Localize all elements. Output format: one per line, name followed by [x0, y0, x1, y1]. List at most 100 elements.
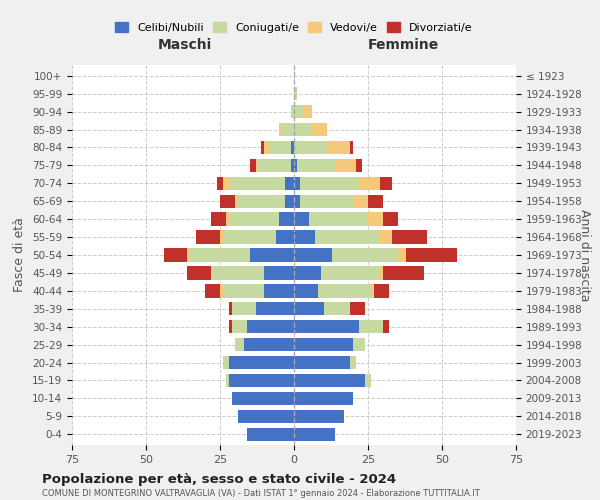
Bar — [406, 248, 457, 262]
Bar — [285, 176, 294, 190]
Bar — [315, 230, 380, 244]
Bar — [282, 123, 294, 136]
Bar — [294, 212, 309, 226]
Bar — [220, 230, 223, 244]
Bar — [350, 356, 356, 370]
Bar — [229, 302, 232, 316]
Bar — [247, 428, 294, 441]
Bar — [294, 230, 315, 244]
Bar — [265, 284, 294, 298]
Bar — [398, 248, 406, 262]
Bar — [279, 212, 294, 226]
Bar — [226, 212, 229, 226]
Bar — [250, 158, 256, 172]
Bar — [229, 356, 294, 370]
Bar — [256, 302, 294, 316]
Bar — [265, 140, 271, 154]
Text: Femmine: Femmine — [368, 38, 439, 52]
Bar — [353, 194, 368, 208]
Bar — [262, 140, 265, 154]
Bar — [226, 374, 229, 387]
Bar — [285, 194, 294, 208]
Bar — [323, 302, 350, 316]
Bar — [317, 284, 371, 298]
Bar — [211, 266, 265, 280]
Bar — [244, 338, 294, 351]
Bar — [371, 284, 374, 298]
Bar — [383, 266, 424, 280]
Bar — [380, 230, 392, 244]
Bar — [190, 248, 250, 262]
Bar — [291, 158, 294, 172]
Bar — [229, 374, 294, 387]
Legend: Celibi/Nubili, Coniugati/e, Vedovi/e, Divorziati/e: Celibi/Nubili, Coniugati/e, Vedovi/e, Di… — [111, 18, 477, 37]
Bar — [350, 140, 353, 154]
Bar — [359, 320, 383, 334]
Bar — [332, 248, 398, 262]
Bar — [294, 140, 326, 154]
Bar — [294, 392, 353, 405]
Text: Maschi: Maschi — [157, 38, 212, 52]
Bar — [380, 176, 392, 190]
Bar — [187, 266, 211, 280]
Bar — [238, 410, 294, 423]
Bar — [312, 123, 326, 136]
Bar — [350, 302, 365, 316]
Bar — [368, 212, 383, 226]
Bar — [259, 158, 291, 172]
Bar — [294, 338, 353, 351]
Bar — [196, 230, 220, 244]
Y-axis label: Fasce di età: Fasce di età — [13, 218, 26, 292]
Bar — [320, 266, 380, 280]
Bar — [235, 338, 244, 351]
Bar — [294, 428, 335, 441]
Bar — [232, 302, 256, 316]
Bar — [383, 320, 389, 334]
Bar — [353, 338, 365, 351]
Bar — [232, 392, 294, 405]
Bar — [297, 158, 335, 172]
Bar — [276, 230, 294, 244]
Bar — [326, 140, 350, 154]
Bar — [220, 284, 223, 298]
Bar — [356, 158, 362, 172]
Y-axis label: Anni di nascita: Anni di nascita — [578, 209, 591, 301]
Bar — [300, 194, 353, 208]
Bar — [211, 212, 226, 226]
Bar — [294, 320, 359, 334]
Bar — [365, 374, 371, 387]
Bar — [223, 176, 229, 190]
Text: COMUNE DI MONTEGRINO VALTRAVAGLIA (VA) - Dati ISTAT 1° gennaio 2024 - Elaborazio: COMUNE DI MONTEGRINO VALTRAVAGLIA (VA) -… — [42, 489, 480, 498]
Bar — [223, 356, 229, 370]
Bar — [235, 194, 238, 208]
Bar — [294, 374, 365, 387]
Bar — [229, 320, 232, 334]
Bar — [294, 410, 344, 423]
Bar — [205, 284, 220, 298]
Bar — [374, 284, 389, 298]
Bar — [380, 266, 383, 280]
Bar — [392, 230, 427, 244]
Bar — [300, 176, 359, 190]
Bar — [250, 248, 294, 262]
Bar — [294, 248, 332, 262]
Bar — [368, 194, 383, 208]
Bar — [291, 105, 294, 118]
Bar — [220, 194, 235, 208]
Bar — [294, 87, 297, 101]
Bar — [271, 140, 291, 154]
Bar — [359, 176, 380, 190]
Bar — [294, 302, 323, 316]
Bar — [303, 105, 312, 118]
Bar — [294, 266, 320, 280]
Bar — [265, 266, 294, 280]
Bar — [294, 194, 300, 208]
Bar — [217, 176, 223, 190]
Bar — [164, 248, 187, 262]
Bar — [291, 140, 294, 154]
Bar — [294, 123, 312, 136]
Bar — [279, 123, 282, 136]
Bar — [232, 320, 247, 334]
Bar — [294, 284, 317, 298]
Bar — [335, 158, 356, 172]
